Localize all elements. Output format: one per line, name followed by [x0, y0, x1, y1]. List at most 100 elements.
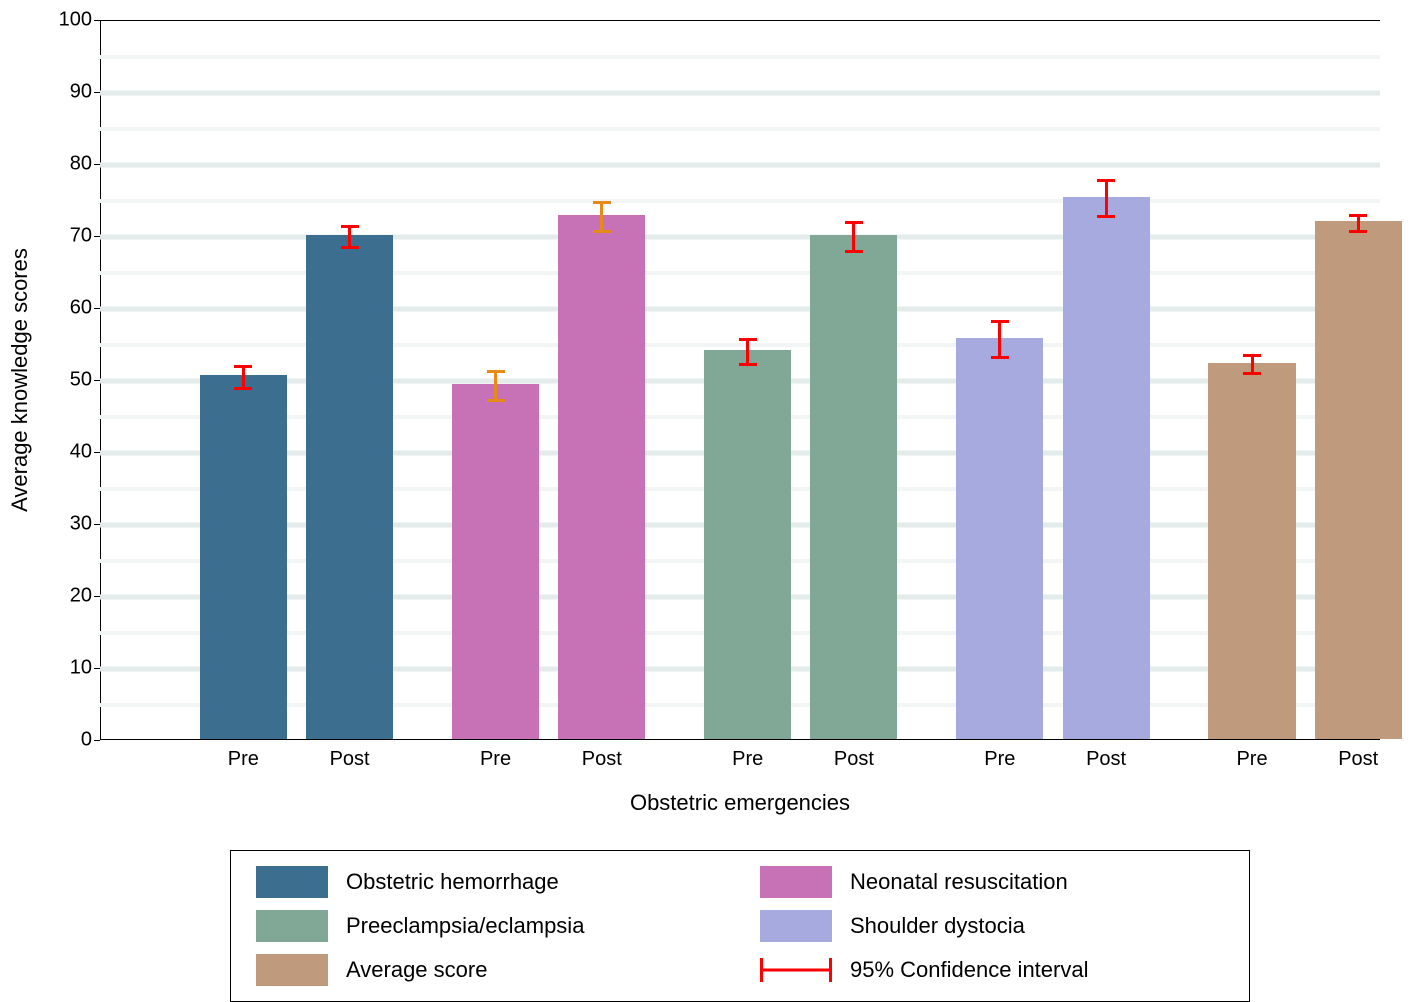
legend-label: Preeclampsia/eclampsia: [346, 913, 584, 939]
legend-label: Average score: [346, 957, 487, 983]
error-bar-cap: [991, 356, 1009, 359]
gridline-minor: [100, 55, 1380, 59]
x-tick-label: Post: [1338, 748, 1378, 771]
bar-post: [1315, 221, 1402, 739]
y-tick-mark: [94, 668, 100, 669]
error-bar-cap: [1349, 214, 1367, 217]
y-tick-label: 10: [32, 657, 92, 680]
error-bar-cap: [487, 370, 505, 373]
y-tick-mark: [94, 740, 100, 741]
y-tick-label: 50: [32, 369, 92, 392]
y-tick-mark: [94, 596, 100, 597]
gridline-minor: [100, 127, 1380, 131]
error-bar-cap: [1243, 372, 1261, 375]
legend-label: Obstetric hemorrhage: [346, 869, 559, 895]
legend-swatch: [256, 954, 328, 986]
gridline-minor: [100, 343, 1380, 347]
legend-ci-icon: [760, 954, 832, 986]
error-bar-cap: [1243, 354, 1261, 357]
bar-post: [306, 235, 393, 739]
error-bar-cap: [1097, 215, 1115, 218]
error-bar-cap: [845, 221, 863, 224]
x-tick-label: Pre: [732, 748, 763, 771]
error-bar-cap: [593, 230, 611, 233]
bar-pre: [956, 338, 1043, 739]
gridline-major: [100, 163, 1380, 168]
legend-item: Shoulder dystocia: [760, 910, 1224, 942]
y-tick-mark: [94, 452, 100, 453]
error-bar: [852, 223, 855, 252]
y-axis-label: Average knowledge scores: [7, 248, 33, 512]
error-bar-cap: [991, 320, 1009, 323]
error-bar: [494, 372, 497, 401]
legend-swatch: [256, 866, 328, 898]
knowledge-scores-chart: Average knowledge scores Obstetric emerg…: [0, 0, 1418, 989]
error-bar: [1251, 356, 1254, 374]
error-bar-cap: [739, 363, 757, 366]
y-tick-mark: [94, 164, 100, 165]
legend-swatch: [760, 910, 832, 942]
error-bar-cap: [739, 338, 757, 341]
error-bar-cap: [341, 246, 359, 249]
y-tick-label: 20: [32, 585, 92, 608]
y-tick-mark: [94, 524, 100, 525]
error-bar-cap: [341, 225, 359, 228]
y-tick-label: 30: [32, 513, 92, 536]
y-tick-label: 100: [32, 9, 92, 32]
gridline-major: [100, 307, 1380, 312]
error-bar: [242, 367, 245, 389]
legend-label: Shoulder dystocia: [850, 913, 1025, 939]
x-tick-label: Pre: [984, 748, 1015, 771]
error-bar-cap: [1349, 230, 1367, 233]
error-bar: [1105, 181, 1108, 217]
bar-post: [558, 215, 645, 739]
y-tick-label: 80: [32, 153, 92, 176]
y-tick-mark: [94, 20, 100, 21]
y-tick-label: 60: [32, 297, 92, 320]
chart-legend: Obstetric hemorrhage Neonatal resuscitati…: [230, 850, 1250, 1002]
legend-label: Neonatal resuscitation: [850, 869, 1068, 895]
y-tick-mark: [94, 236, 100, 237]
gridline-minor: [100, 199, 1380, 203]
legend-item: 95% Confidence interval: [760, 954, 1224, 986]
x-tick-label: Post: [834, 748, 874, 771]
error-bar-cap: [845, 250, 863, 253]
gridline-major: [100, 235, 1380, 240]
bar-pre: [200, 375, 287, 739]
error-bar: [600, 202, 603, 231]
gridline-minor: [100, 271, 1380, 275]
error-bar: [348, 226, 351, 248]
x-axis-label: Obstetric emergencies: [100, 790, 1380, 816]
error-bar-cap: [1097, 179, 1115, 182]
y-tick-label: 70: [32, 225, 92, 248]
x-tick-label: Post: [1086, 748, 1126, 771]
error-bar-cap: [234, 365, 252, 368]
y-tick-mark: [94, 308, 100, 309]
plot-area: [100, 20, 1380, 740]
bar-post: [810, 235, 897, 739]
error-bar-cap: [487, 399, 505, 402]
legend-item: Neonatal resuscitation: [760, 866, 1224, 898]
legend-item: Preeclampsia/eclampsia: [256, 910, 720, 942]
x-tick-label: Post: [582, 748, 622, 771]
y-tick-label: 40: [32, 441, 92, 464]
gridline-major: [100, 91, 1380, 96]
bar-pre: [704, 350, 791, 739]
y-tick-mark: [94, 92, 100, 93]
bar-post: [1063, 197, 1150, 739]
bar-pre: [452, 384, 539, 739]
y-tick-label: 90: [32, 81, 92, 104]
x-tick-label: Pre: [480, 748, 511, 771]
error-bar-cap: [593, 201, 611, 204]
x-tick-label: Pre: [1236, 748, 1267, 771]
y-tick-mark: [94, 380, 100, 381]
error-bar-cap: [234, 387, 252, 390]
y-tick-label: 0: [32, 729, 92, 752]
x-tick-label: Post: [330, 748, 370, 771]
legend-swatch: [256, 910, 328, 942]
error-bar: [746, 339, 749, 364]
legend-swatch: [760, 866, 832, 898]
legend-label: 95% Confidence interval: [850, 957, 1088, 983]
error-bar: [998, 321, 1001, 357]
legend-item: Average score: [256, 954, 720, 986]
